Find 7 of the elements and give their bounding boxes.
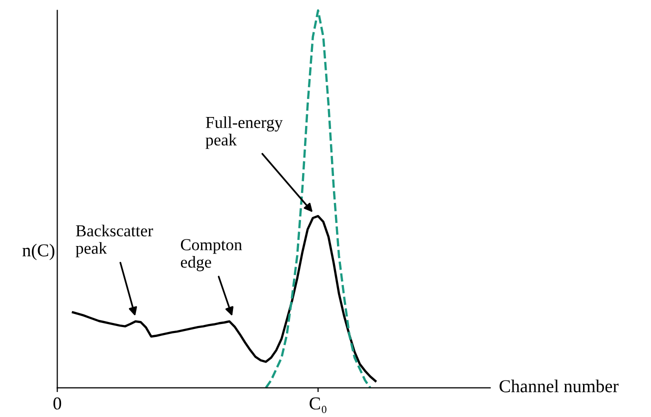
x-tick-label: 0 (53, 397, 62, 410)
annotation: Full-energy peak (206, 116, 283, 149)
x-axis-title: Channel number (500, 380, 619, 392)
x-tick-label: C₀ (310, 397, 326, 414)
annotation: Compton edge (180, 239, 242, 272)
annotation: Backscatter peak (76, 224, 154, 258)
y-axis-title: n(C) (22, 244, 54, 260)
